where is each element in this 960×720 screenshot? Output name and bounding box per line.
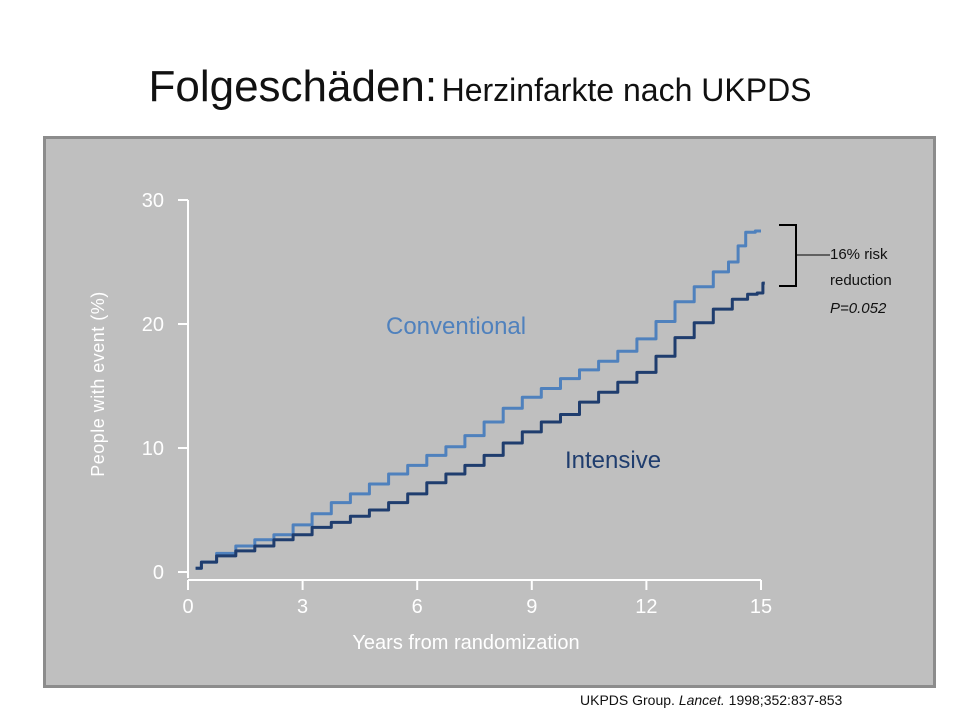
title-main: Folgeschäden: [148,62,438,111]
title-sub: Herzinfarkte nach UKPDS [441,72,812,108]
series-lines [195,229,765,570]
series-label-intensive: Intensive [565,447,661,474]
series-label-conventional: Conventional [386,313,526,340]
x-tick-label: 12 [635,596,657,618]
y-tick-label: 10 [142,438,164,460]
chart-panel [43,136,936,688]
risk-reduction-bracket [779,224,830,287]
citation: UKPDS Group. Lancet. 1998;352:837-853 [580,692,842,708]
x-tick-label: 6 [412,596,423,618]
annotation-line-3: P=0.052 [830,300,887,317]
series-line-intensive [195,281,765,570]
y-tick-label: 20 [142,314,164,336]
x-tick-label: 3 [297,596,308,618]
x-tick-label: 15 [750,596,772,618]
y-axis-label: People with event (%) [88,291,108,477]
annotation-line-1: 16% risk [830,246,888,263]
citation-prefix: UKPDS Group. [580,692,675,708]
x-tick-label: 9 [526,596,537,618]
x-axis-label: Years from randomization [352,632,579,654]
slide-title: Folgeschäden: Herzinfarkte nach UKPDS [0,62,960,112]
series-line-conventional [195,229,761,570]
citation-rest: 1998;352:837-853 [728,692,843,708]
annotation-line-2: reduction [830,272,892,289]
citation-journal: Lancet. [678,692,725,708]
y-tick-label: 30 [142,190,164,212]
y-tick-label: 0 [153,562,164,584]
axes: 0 10 20 30 0 3 6 9 12 15 [142,190,772,618]
x-tick-label: 0 [182,596,193,618]
